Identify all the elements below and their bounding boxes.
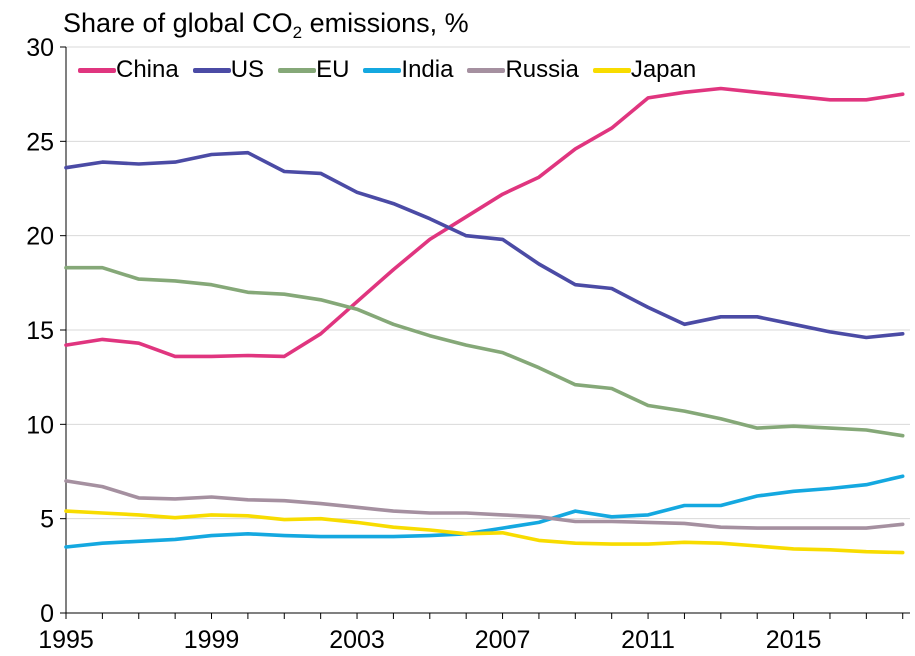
x-tick-label-1999: 1999 bbox=[184, 626, 240, 654]
chart-title-main: Share of global CO bbox=[63, 8, 293, 38]
legend-item-us: US bbox=[192, 56, 265, 84]
tick-labels: 0 5 10 15 20 25 30 1995 1999 2003 2007 2011 2015 bbox=[26, 34, 821, 654]
series-lines bbox=[64, 86, 905, 555]
series-line-china bbox=[64, 86, 905, 359]
legend-label-japan: Japan bbox=[630, 56, 697, 83]
legend-swatch-eu bbox=[278, 67, 317, 73]
legend-swatch-japan bbox=[592, 67, 631, 73]
x-tick-label-1995: 1995 bbox=[38, 626, 94, 654]
legend-item-japan: Japan bbox=[592, 56, 697, 84]
chart-title: Share of global CO2 emissions, % bbox=[63, 8, 469, 42]
chart-legend: China US EU India Russia Japan bbox=[78, 56, 710, 84]
y-tick-label-10: 10 bbox=[26, 411, 54, 439]
x-tick-label-2007: 2007 bbox=[475, 626, 531, 654]
legend-label-russia: Russia bbox=[505, 56, 579, 83]
y-tick-label-15: 15 bbox=[26, 317, 54, 345]
chart-title-subscript: 2 bbox=[292, 23, 303, 42]
legend-label-india: India bbox=[401, 56, 454, 83]
legend-item-russia: Russia bbox=[467, 56, 579, 84]
series-line-russia bbox=[64, 479, 905, 530]
gridlines bbox=[66, 46, 910, 520]
y-tick-label-5: 5 bbox=[40, 506, 54, 534]
x-tick-label-2003: 2003 bbox=[329, 626, 385, 654]
legend-item-eu: EU bbox=[278, 56, 349, 84]
series-line-japan bbox=[64, 509, 905, 555]
legend-label-eu: EU bbox=[316, 56, 350, 83]
legend-swatch-india bbox=[363, 67, 402, 73]
legend-swatch-china bbox=[78, 67, 116, 73]
x-tick-label-2011: 2011 bbox=[621, 626, 675, 654]
legend-swatch-russia bbox=[467, 67, 506, 73]
y-tick-label-20: 20 bbox=[26, 223, 54, 251]
series-line-eu bbox=[64, 265, 905, 438]
y-tick-label-0: 0 bbox=[40, 600, 54, 628]
legend-label-us: US bbox=[230, 56, 265, 83]
legend-label-china: China bbox=[116, 56, 179, 83]
series-line-us bbox=[64, 150, 905, 340]
y-tick-label-25: 25 bbox=[26, 128, 54, 156]
axes bbox=[60, 46, 910, 619]
chart-title-tail: emissions, % bbox=[302, 8, 469, 38]
legend-item-india: India bbox=[363, 56, 453, 84]
series-line-india bbox=[64, 474, 905, 549]
x-tick-label-2015: 2015 bbox=[766, 626, 822, 654]
legend-item-china: China bbox=[78, 56, 179, 84]
legend-swatch-us bbox=[192, 67, 231, 73]
y-tick-label-30: 30 bbox=[26, 34, 54, 62]
